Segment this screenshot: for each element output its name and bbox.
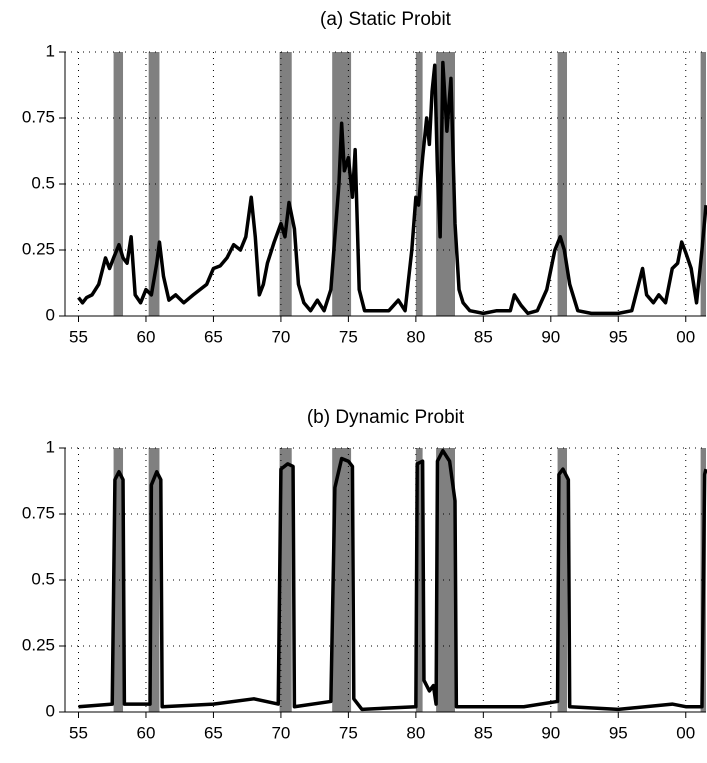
recession-band	[148, 52, 160, 316]
y-tick-label: 1	[46, 437, 55, 456]
x-tick-label: 00	[676, 723, 695, 742]
y-tick-label: 0.75	[22, 503, 55, 522]
recession-band	[113, 52, 124, 316]
recession-band	[557, 52, 568, 316]
y-tick-label: 1	[46, 41, 55, 60]
x-tick-label: 70	[271, 723, 290, 742]
recession-band	[557, 448, 568, 712]
x-tick-label: 60	[137, 327, 156, 346]
y-tick-label: 0.5	[31, 173, 55, 192]
x-tick-label: 85	[474, 327, 493, 346]
x-tick-label: 60	[137, 723, 156, 742]
recession-band	[279, 448, 292, 712]
panel: (a) Static Probit 0 0.25 0.5 0.75 1 55 60 65 70 75…	[22, 9, 707, 346]
x-tick-label: 80	[406, 723, 425, 742]
x-tick-label: 90	[541, 723, 560, 742]
y-tick-label: 0	[46, 701, 55, 720]
series-line	[78, 448, 707, 712]
recession-band	[700, 52, 706, 316]
x-tick-label: 65	[204, 327, 223, 346]
x-tick-label: 85	[474, 723, 493, 742]
x-tick-label: 55	[69, 327, 88, 346]
panel: (b) Dynamic Probit 0 0.25 0.5 0.75 1 55 60 65 70 7…	[22, 407, 707, 742]
chart-title: (a) Static Probit	[320, 9, 452, 30]
x-tick-label: 95	[609, 327, 628, 346]
series-line	[77, 60, 707, 316]
x-tick-label: 80	[406, 327, 425, 346]
y-tick-label: 0.75	[22, 107, 55, 126]
y-tick-label: 0	[46, 305, 55, 324]
recession-band	[436, 448, 455, 712]
x-tick-label: 90	[541, 327, 560, 346]
x-tick-label: 00	[676, 327, 695, 346]
recession-band	[279, 52, 292, 316]
recession-band	[113, 448, 124, 712]
x-tick-label: 65	[204, 723, 223, 742]
y-tick-label: 0.25	[22, 239, 55, 258]
x-tick-label: 70	[271, 327, 290, 346]
x-tick-label: 95	[609, 723, 628, 742]
chart-title: (b) Dynamic Probit	[307, 407, 465, 428]
x-tick-label: 75	[339, 327, 358, 346]
x-tick-label: 55	[69, 723, 88, 742]
x-tick-label: 75	[339, 723, 358, 742]
y-tick-label: 0.5	[31, 569, 55, 588]
y-tick-label: 0.25	[22, 635, 55, 654]
recession-band	[148, 448, 160, 712]
